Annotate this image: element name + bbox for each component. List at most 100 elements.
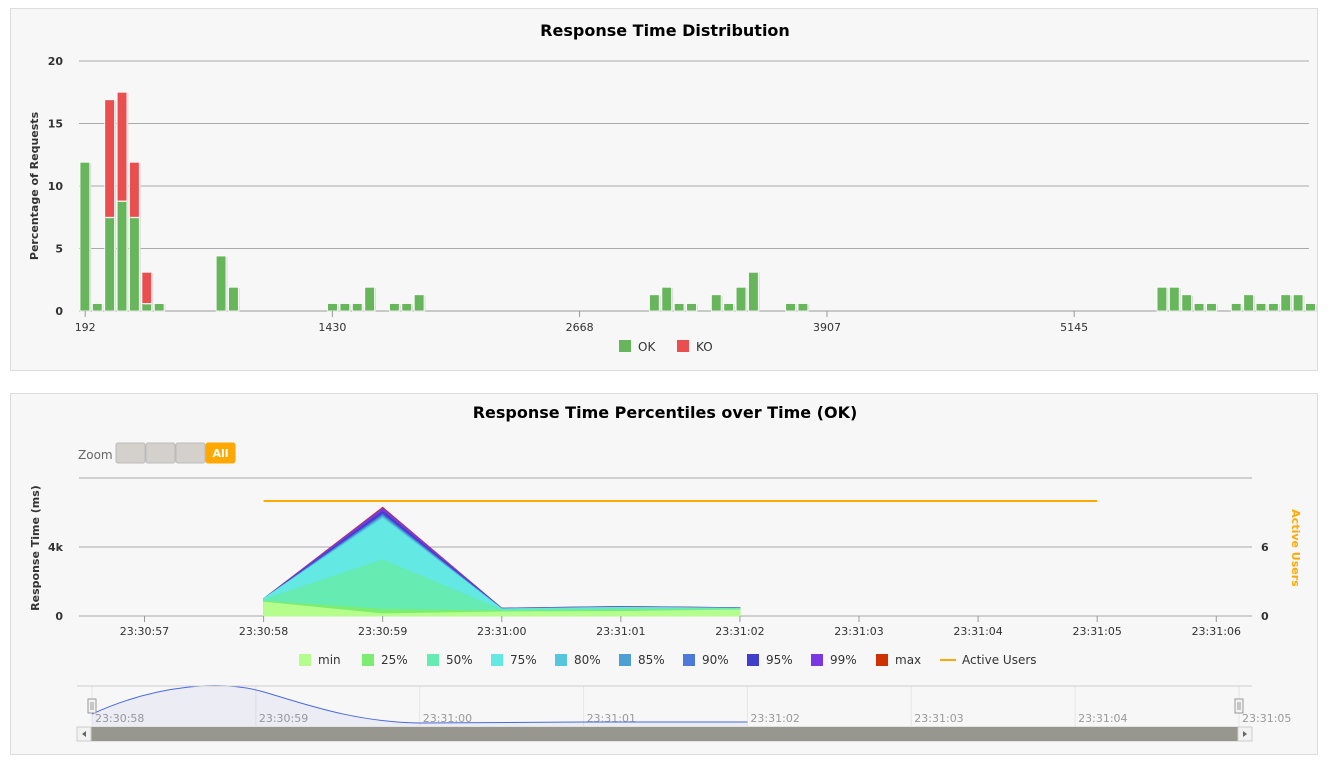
legend: OK KO bbox=[619, 340, 713, 354]
bar-ok bbox=[649, 294, 660, 312]
bar-ok bbox=[723, 303, 734, 312]
response-time-distribution-panel: Response Time Distribution 0 5 10 15 20 Perc… bbox=[10, 8, 1318, 371]
x-tick-label: 5145 bbox=[1060, 321, 1088, 334]
legend-label-min: min bbox=[318, 653, 341, 667]
legend-swatch-95pct bbox=[747, 654, 759, 666]
x-tick-label: 192 bbox=[75, 321, 96, 334]
x-tick-label: 1430 bbox=[318, 321, 346, 334]
bar-ok bbox=[116, 200, 128, 312]
bar-ko bbox=[141, 271, 153, 304]
x-tick-label: 23:31:00 bbox=[477, 625, 526, 638]
legend: min 25% 50% 75% 80% 85% 90% 95% 99% max Active Use… bbox=[299, 653, 1037, 667]
x-tick-label: 23:30:59 bbox=[358, 625, 407, 638]
bar-ok bbox=[1181, 294, 1192, 312]
zoom-button-1[interactable] bbox=[145, 442, 176, 464]
zoom-label: Zoom bbox=[78, 448, 113, 462]
bar-ok bbox=[104, 216, 115, 312]
y-tick-label: 10 bbox=[48, 180, 64, 193]
bar-ok bbox=[1243, 294, 1254, 312]
bar-ok bbox=[797, 303, 809, 312]
bar-ok bbox=[91, 303, 103, 312]
percentiles-over-time-panel: Response Time Percentiles over Time (OK)… bbox=[10, 393, 1318, 755]
navigator-label: 23:31:05 bbox=[1242, 712, 1291, 725]
navigator-label: 23:31:02 bbox=[750, 712, 799, 725]
bars bbox=[79, 91, 1317, 312]
x-ticks: 23:30:57 23:30:58 23:30:59 23:31:00 23:31:01… bbox=[120, 616, 1241, 638]
bar-ko bbox=[129, 161, 140, 218]
legend-label-ok: OK bbox=[638, 340, 656, 354]
bar-ok bbox=[686, 303, 697, 312]
y-tick-label: 5 bbox=[55, 243, 63, 256]
bar-ok bbox=[364, 286, 375, 312]
legend-swatch-50pct bbox=[427, 654, 439, 666]
area-min bbox=[263, 601, 741, 617]
legend-label-95pct: 95% bbox=[766, 653, 793, 667]
legend-swatch-80pct bbox=[555, 654, 567, 666]
y-axis-label: Percentage of Requests bbox=[28, 111, 41, 260]
navigator-label: 23:30:58 bbox=[95, 712, 144, 725]
bar-ok bbox=[153, 303, 165, 312]
bar-ok bbox=[661, 286, 673, 312]
legend-swatch-90pct bbox=[683, 654, 695, 666]
legend-swatch-75pct bbox=[491, 654, 503, 666]
navigator-area bbox=[92, 685, 748, 726]
legend-label-85pct: 85% bbox=[638, 653, 665, 667]
bar-ko bbox=[116, 91, 128, 202]
zoom-button-label: All bbox=[212, 447, 228, 460]
zoom-button-2[interactable] bbox=[175, 442, 206, 464]
legend-swatch-ko bbox=[677, 340, 689, 352]
y-gridlines: 0 5 10 15 20 bbox=[48, 55, 1309, 318]
y-tick-label: 15 bbox=[48, 118, 63, 131]
x-tick-label: 2668 bbox=[566, 321, 594, 334]
x-tick-label: 23:30:58 bbox=[239, 625, 288, 638]
bar-ok bbox=[413, 294, 425, 312]
legend-swatch-99pct bbox=[811, 654, 823, 666]
zoom-buttons: All bbox=[115, 442, 236, 464]
bar-ok bbox=[1230, 303, 1242, 312]
bar-ok bbox=[401, 303, 413, 312]
x-tick-label: 23:31:03 bbox=[834, 625, 883, 638]
bar-ok bbox=[351, 303, 363, 312]
legend-label-99pct: 99% bbox=[830, 653, 857, 667]
zoom-button-0[interactable] bbox=[115, 442, 146, 464]
legend-label-25pct: 25% bbox=[381, 653, 408, 667]
legend-swatch-25pct bbox=[362, 654, 374, 666]
bar-ok bbox=[141, 303, 153, 312]
y-tick-label: 0 bbox=[55, 305, 63, 318]
navigator-label: 23:31:04 bbox=[1078, 712, 1127, 725]
legend-swatch-min bbox=[299, 654, 311, 666]
legend-label-75pct: 75% bbox=[510, 653, 537, 667]
percentile-areas bbox=[263, 500, 1098, 617]
navigator[interactable]: 23:30:5823:30:5923:31:0023:31:0123:31:02… bbox=[76, 685, 1291, 742]
bar-ok bbox=[1206, 303, 1217, 312]
y2-tick-label: 6 bbox=[1261, 541, 1269, 554]
chevron-right-icon bbox=[1243, 731, 1247, 737]
bar-ok bbox=[673, 303, 685, 312]
x-ticks: 192 1430 2668 3907 5145 bbox=[75, 311, 1088, 334]
y-axis-label: Response Time (ms) bbox=[29, 485, 42, 611]
x-tick-label: 23:31:04 bbox=[953, 625, 1002, 638]
bar-ok bbox=[1292, 294, 1304, 312]
bar-ok bbox=[215, 255, 227, 312]
navigator-background bbox=[92, 686, 1239, 726]
distribution-chart: Response Time Distribution 0 5 10 15 20 Perc… bbox=[28, 21, 1317, 354]
x-tick-label: 23:31:02 bbox=[715, 625, 764, 638]
bar-ok bbox=[79, 161, 91, 312]
x-tick-label: 23:30:57 bbox=[120, 625, 169, 638]
chart-title: Response Time Distribution bbox=[540, 21, 790, 40]
navigator-handle-left[interactable] bbox=[87, 698, 97, 714]
bar-ok bbox=[327, 303, 338, 312]
bar-ko bbox=[104, 99, 115, 218]
x-tick-label: 23:31:01 bbox=[596, 625, 645, 638]
bar-ok bbox=[228, 286, 239, 312]
bar-ok bbox=[1156, 286, 1168, 312]
legend-label-ko: KO bbox=[696, 340, 713, 354]
x-tick-label: 23:31:05 bbox=[1072, 625, 1121, 638]
navigator-handle-right[interactable] bbox=[1234, 698, 1244, 714]
scrollbar-thumb[interactable] bbox=[91, 727, 1238, 741]
bar-ok bbox=[389, 303, 400, 312]
bar-ok bbox=[339, 303, 351, 312]
bar-ok bbox=[1268, 303, 1279, 312]
chart-title: Response Time Percentiles over Time (OK) bbox=[473, 403, 858, 422]
zoom-button-all[interactable] bbox=[205, 442, 236, 464]
